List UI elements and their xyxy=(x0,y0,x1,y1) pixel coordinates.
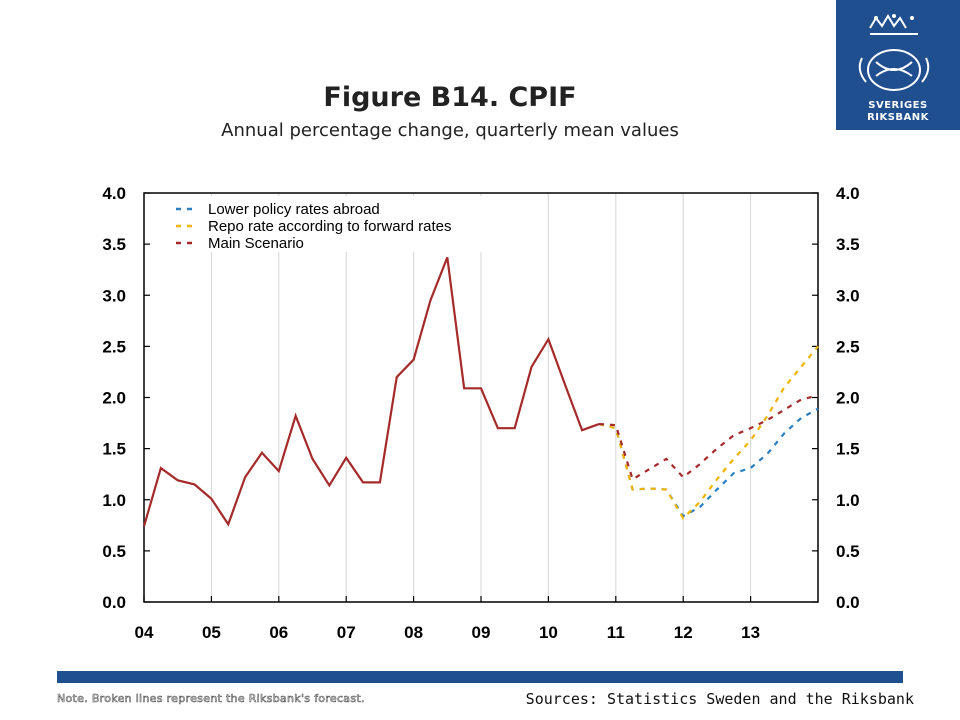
y-tick-label-left: 4.0 xyxy=(102,184,126,203)
y-tick-label-right: 0.0 xyxy=(836,593,860,612)
y-tick-label-right: 2.0 xyxy=(836,389,860,408)
y-tick-label-right: 1.0 xyxy=(836,491,860,510)
y-tick-label-left: 3.0 xyxy=(102,286,126,305)
y-tick-label-right: 3.0 xyxy=(836,286,860,305)
x-tick-label: 04 xyxy=(135,623,154,642)
y-tick-label-left: 2.0 xyxy=(102,389,126,408)
chart-subtitle: Annual percentage change, quarterly mean… xyxy=(221,120,679,141)
y-tick-label-right: 4.0 xyxy=(836,184,860,203)
x-tick-label: 06 xyxy=(269,623,288,642)
series-line-forecast xyxy=(598,345,819,520)
y-tick-label-right: 0.5 xyxy=(836,542,860,561)
series-line-forecast xyxy=(598,407,819,518)
brand-line-1: SVERIGES xyxy=(868,100,928,111)
brand-line-2: RIKSBANK xyxy=(867,112,929,123)
y-tick-label-right: 1.5 xyxy=(836,440,860,459)
y-tick-label-right: 2.5 xyxy=(836,337,860,356)
y-tick-label-left: 1.5 xyxy=(102,440,126,459)
series-line-outcome xyxy=(142,257,600,527)
legend-label: Lower policy rates abroad xyxy=(208,201,380,218)
crown-emblem-icon xyxy=(858,14,930,91)
x-tick-label: 13 xyxy=(741,623,760,642)
y-tick-label-left: 2.5 xyxy=(102,337,126,356)
y-tick-label-left: 1.0 xyxy=(102,491,126,510)
riksbank-logo: SVERIGES RIKSBANK xyxy=(836,0,960,130)
x-tick-label: 11 xyxy=(607,623,625,642)
y-tick-label-right: 3.5 xyxy=(836,235,860,254)
x-tick-label: 12 xyxy=(674,623,693,642)
forecast-note: Note. Broken lines represent the Riksban… xyxy=(57,692,365,706)
legend-background xyxy=(160,196,534,252)
legend-label: Main Scenario xyxy=(208,235,304,252)
x-tick-label: 08 xyxy=(404,623,423,642)
x-tick-label: 10 xyxy=(539,623,558,642)
y-tick-label-left: 0.0 xyxy=(102,593,126,612)
sources-text: Sources: Statistics Sweden and the Riksb… xyxy=(525,690,914,708)
series-line-forecast xyxy=(598,394,819,481)
x-tick-label: 07 xyxy=(337,623,356,642)
legend-label: Repo rate according to forward rates xyxy=(208,218,451,235)
footer-bar xyxy=(57,671,903,683)
y-tick-label-left: 0.5 xyxy=(102,542,126,561)
chart-title: Figure B14. CPIF xyxy=(323,82,577,113)
y-tick-label-left: 3.5 xyxy=(102,235,126,254)
x-tick-label: 09 xyxy=(472,623,491,642)
x-tick-label: 05 xyxy=(202,623,221,642)
